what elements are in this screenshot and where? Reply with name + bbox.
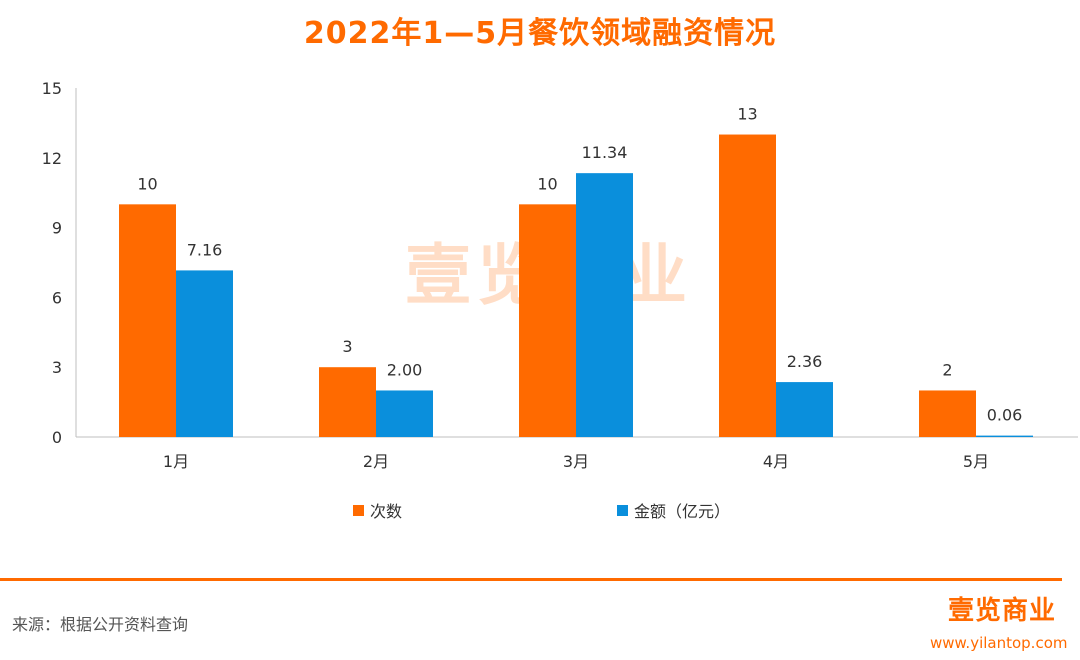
data-label-amount: 7.16 xyxy=(187,240,223,259)
legend-item-amount: 金额（亿元） xyxy=(617,498,730,522)
bar-amount xyxy=(176,270,233,437)
data-label-count: 10 xyxy=(537,174,557,193)
bar-amount xyxy=(976,435,1033,437)
bar-amount xyxy=(376,390,433,437)
data-label-amount: 2.36 xyxy=(787,352,823,371)
bar-count xyxy=(319,367,376,437)
x-tick-label: 3月 xyxy=(563,452,589,471)
x-tick-label: 2月 xyxy=(363,452,389,471)
chart-title: 2022年1—5月餐饮领域融资情况 xyxy=(303,16,777,51)
y-tick-label: 15 xyxy=(42,79,62,98)
data-label-amount: 2.00 xyxy=(387,360,423,379)
bar-count xyxy=(719,134,776,438)
x-tick-label: 1月 xyxy=(163,452,189,471)
y-tick-label: 12 xyxy=(42,149,62,168)
data-label-amount: 0.06 xyxy=(987,406,1023,425)
legend-swatch-count xyxy=(353,504,364,516)
bar-count xyxy=(919,390,976,437)
bar-count xyxy=(119,204,176,437)
data-label-count: 3 xyxy=(342,337,352,356)
footer-divider xyxy=(0,578,1062,581)
site-url: www.yilantop.com xyxy=(930,634,1068,652)
y-tick-label: 3 xyxy=(52,358,62,377)
bar-count xyxy=(519,204,576,437)
data-label-count: 10 xyxy=(137,174,157,193)
source-note: 来源：根据公开资料查询 xyxy=(12,615,189,634)
brand-logo: 壹览商业 xyxy=(948,596,1057,626)
bar-amount xyxy=(776,382,833,437)
data-label-amount: 11.34 xyxy=(582,143,628,162)
y-tick-label: 9 xyxy=(52,219,62,238)
bar-amount xyxy=(576,173,633,437)
legend-label-amount: 金额（亿元） xyxy=(634,502,731,521)
x-tick-label: 4月 xyxy=(763,452,789,471)
legend-item-count: 次数 xyxy=(353,498,402,522)
bar-chart: 0 3 6 9 12 15 10 7.16 1月 3 2.00 2月 10 11.34 3月 13 2.36 4月… xyxy=(42,79,1078,471)
legend-label-count: 次数 xyxy=(370,502,403,521)
x-tick-label: 5月 xyxy=(963,452,989,471)
y-tick-label: 6 xyxy=(52,288,62,307)
data-label-count: 13 xyxy=(737,105,757,124)
data-label-count: 2 xyxy=(942,360,952,379)
y-tick-label: 0 xyxy=(52,428,62,447)
legend-swatch-amount xyxy=(617,504,628,516)
